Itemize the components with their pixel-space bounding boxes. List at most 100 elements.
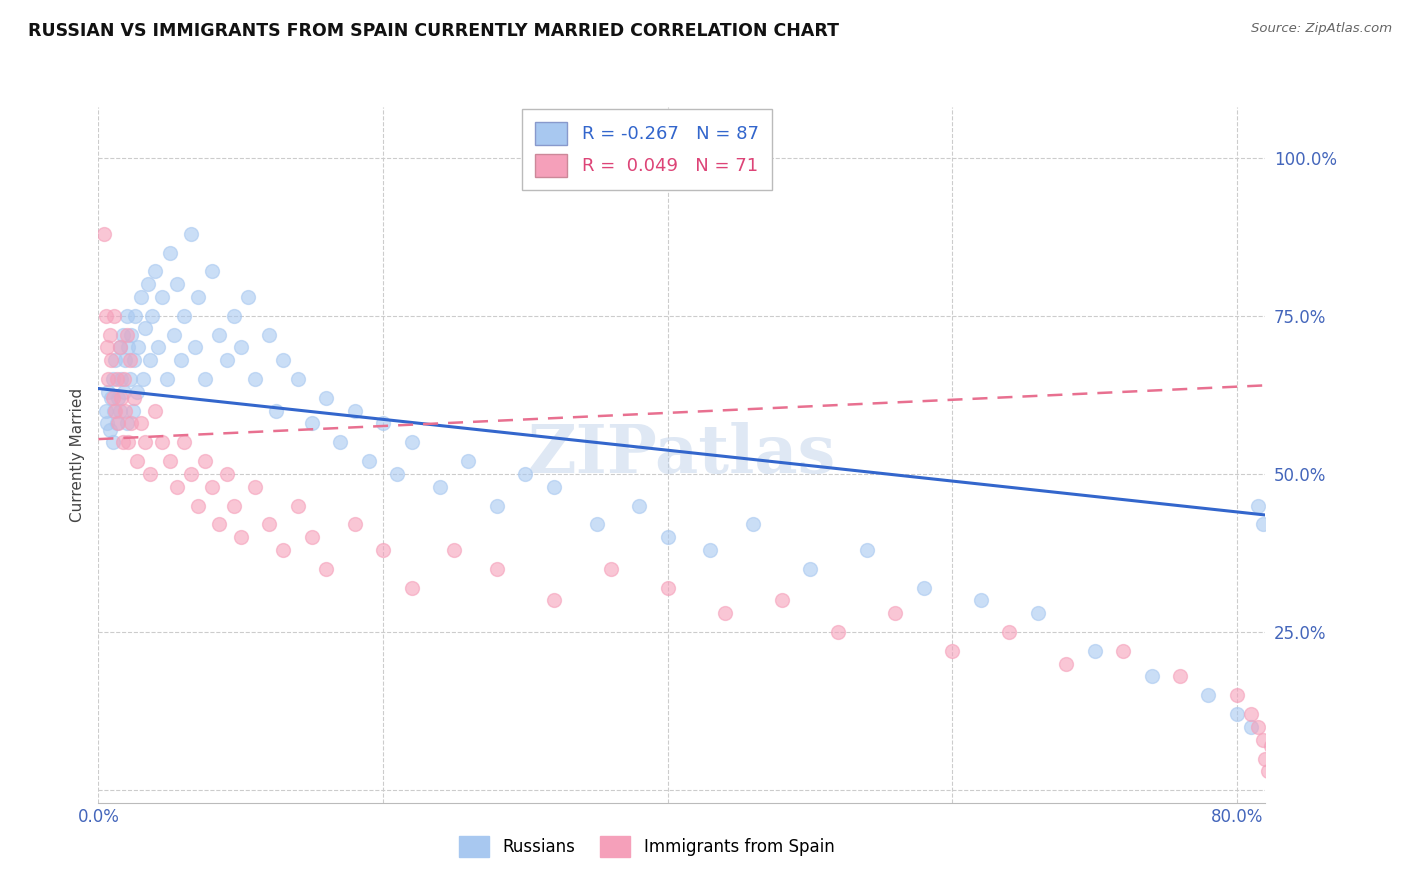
Point	[138, 467, 160, 481]
Point	[485, 562, 508, 576]
Point	[173, 435, 195, 450]
Point	[713, 606, 735, 620]
Point	[1240, 720, 1263, 734]
Text: ZIPatlas: ZIPatlas	[527, 423, 837, 487]
Point	[222, 309, 245, 323]
Point	[101, 372, 124, 386]
Point	[229, 530, 252, 544]
Point	[515, 467, 537, 481]
Point	[166, 479, 188, 493]
Point	[187, 290, 209, 304]
Point	[105, 372, 128, 386]
Point	[121, 403, 143, 417]
Point	[134, 321, 156, 335]
Point	[998, 625, 1021, 640]
Point	[111, 327, 134, 342]
Point	[122, 391, 145, 405]
Point	[884, 606, 907, 620]
Point	[599, 562, 621, 576]
Point	[120, 417, 142, 431]
Point	[125, 384, 148, 399]
Point	[129, 290, 152, 304]
Point	[315, 391, 337, 405]
Point	[103, 403, 125, 417]
Point	[112, 384, 135, 399]
Point	[97, 384, 120, 399]
Point	[184, 340, 207, 354]
Point	[315, 562, 337, 576]
Point	[301, 417, 323, 431]
Point	[94, 403, 117, 417]
Point	[201, 264, 224, 278]
Point	[166, 277, 188, 292]
Point	[387, 467, 409, 481]
Point	[107, 391, 129, 405]
Text: Source: ZipAtlas.com: Source: ZipAtlas.com	[1251, 22, 1392, 36]
Point	[129, 417, 152, 431]
Point	[173, 309, 195, 323]
Point	[117, 340, 139, 354]
Point	[152, 435, 174, 450]
Point	[96, 417, 118, 431]
Point	[114, 403, 136, 417]
Point	[543, 593, 565, 607]
Point	[187, 499, 209, 513]
Point	[156, 372, 179, 386]
Point	[103, 309, 125, 323]
Point	[148, 340, 170, 354]
Point	[143, 403, 166, 417]
Point	[117, 435, 139, 450]
Point	[1054, 657, 1077, 671]
Point	[115, 309, 138, 323]
Point	[429, 479, 451, 493]
Text: RUSSIAN VS IMMIGRANTS FROM SPAIN CURRENTLY MARRIED CORRELATION CHART: RUSSIAN VS IMMIGRANTS FROM SPAIN CURRENT…	[28, 22, 839, 40]
Point	[970, 593, 993, 607]
Point	[273, 353, 295, 368]
Point	[742, 517, 765, 532]
Point	[1112, 644, 1135, 658]
Point	[1168, 669, 1191, 683]
Point	[97, 372, 120, 386]
Point	[1226, 707, 1249, 722]
Point	[236, 290, 259, 304]
Point	[1240, 707, 1263, 722]
Point	[287, 372, 309, 386]
Point	[1265, 771, 1288, 785]
Point	[98, 423, 121, 437]
Point	[657, 581, 679, 595]
Point	[243, 372, 266, 386]
Point	[141, 309, 163, 323]
Point	[170, 353, 193, 368]
Point	[941, 644, 963, 658]
Point	[371, 417, 394, 431]
Point	[111, 435, 134, 450]
Y-axis label: Currently Married: Currently Married	[70, 388, 86, 522]
Point	[122, 353, 145, 368]
Point	[115, 327, 138, 342]
Point	[180, 227, 202, 241]
Point	[1198, 688, 1220, 702]
Point	[194, 372, 217, 386]
Point	[222, 499, 245, 513]
Point	[585, 517, 607, 532]
Point	[143, 264, 166, 278]
Point	[215, 467, 238, 481]
Point	[371, 542, 394, 557]
Point	[136, 277, 159, 292]
Point	[827, 625, 849, 640]
Point	[134, 435, 156, 450]
Point	[770, 593, 793, 607]
Point	[201, 479, 224, 493]
Point	[1140, 669, 1163, 683]
Point	[401, 581, 423, 595]
Point	[100, 353, 122, 368]
Point	[1251, 517, 1274, 532]
Point	[94, 309, 117, 323]
Point	[152, 290, 174, 304]
Point	[1251, 732, 1274, 747]
Point	[301, 530, 323, 544]
Point	[1084, 644, 1107, 658]
Point	[657, 530, 679, 544]
Point	[1263, 757, 1285, 772]
Point	[138, 353, 160, 368]
